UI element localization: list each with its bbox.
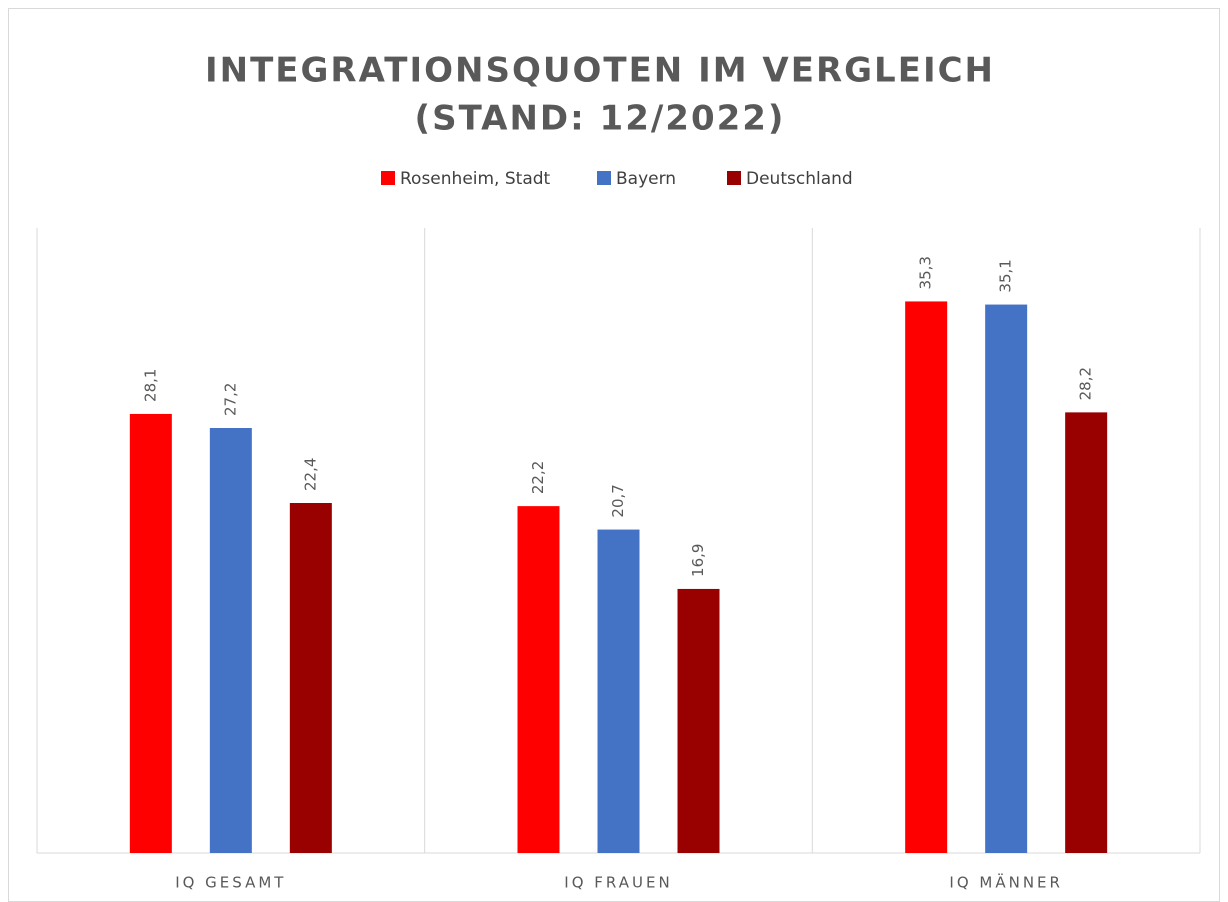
value-label: 20,7 xyxy=(609,484,627,517)
value-label: 35,3 xyxy=(917,256,935,289)
value-label: 16,9 xyxy=(689,544,707,577)
x-tick-label: IQ GESAMT xyxy=(175,874,286,892)
legend-label: Deutschland xyxy=(746,169,853,189)
value-label: 28,2 xyxy=(1077,367,1095,400)
bar xyxy=(985,304,1028,853)
x-tick-label: IQ FRAUEN xyxy=(564,874,672,892)
bar xyxy=(677,588,720,853)
x-tick-label: IQ MÄNNER xyxy=(949,873,1063,892)
value-label: 35,1 xyxy=(997,259,1015,292)
legend-swatch xyxy=(727,171,741,185)
bar xyxy=(905,301,948,853)
legend-swatch xyxy=(381,171,395,185)
legend-label: Rosenheim, Stadt xyxy=(400,169,551,189)
chart-title: (STAND: 12/2022) xyxy=(415,99,786,139)
bar xyxy=(209,428,252,853)
bar xyxy=(517,506,560,853)
bar xyxy=(597,529,640,853)
legend-label: Bayern xyxy=(616,169,676,189)
bar xyxy=(129,413,172,853)
value-label: 27,2 xyxy=(221,383,239,416)
value-label: 22,2 xyxy=(529,461,547,494)
chart-title: INTEGRATIONSQUOTEN IM VERGLEICH xyxy=(205,51,995,91)
value-label: 28,1 xyxy=(141,369,159,402)
bar xyxy=(1065,412,1108,853)
legend-swatch xyxy=(597,171,611,185)
value-label: 22,4 xyxy=(301,458,319,491)
bar xyxy=(289,503,332,853)
